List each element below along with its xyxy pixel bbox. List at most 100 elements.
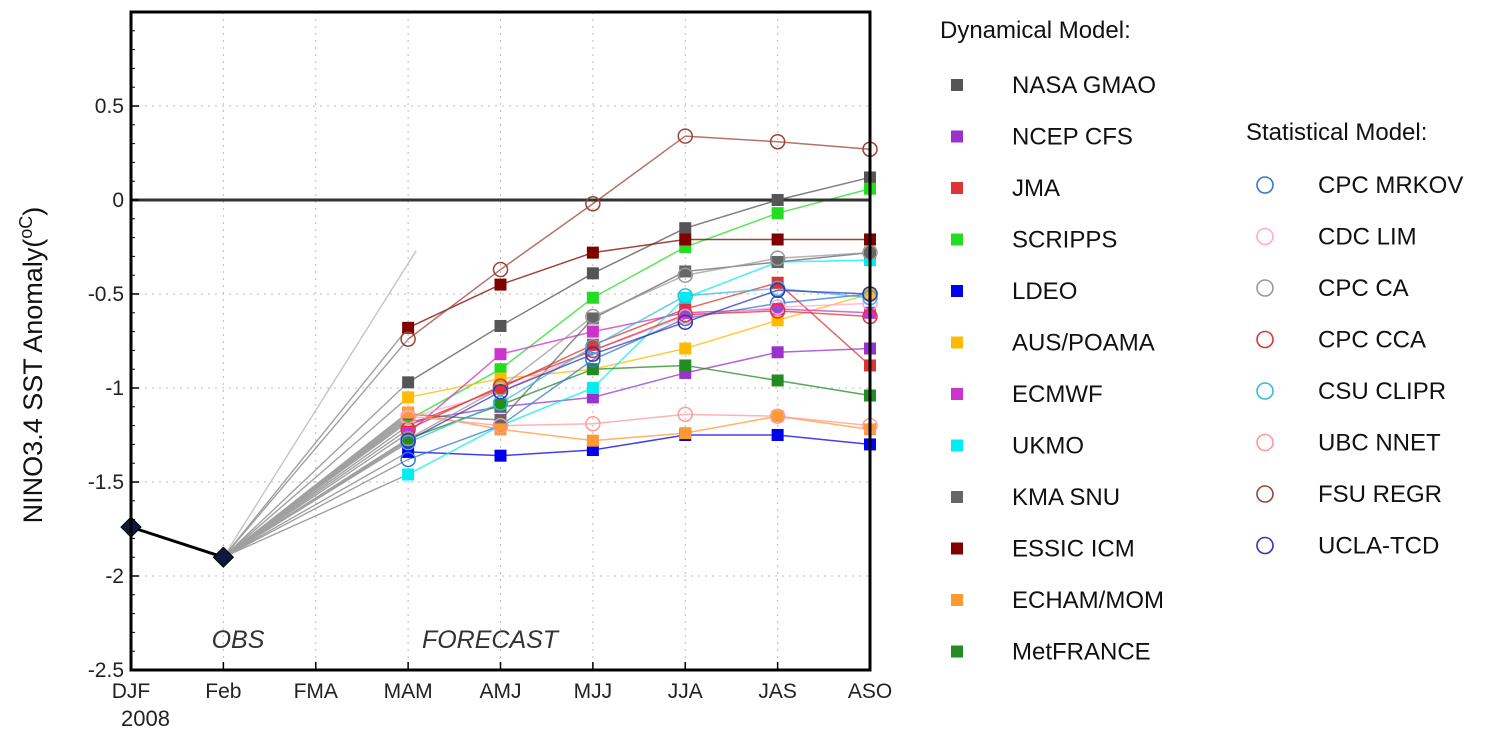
data-point-circle	[677, 306, 693, 323]
projection-line	[223, 440, 409, 558]
x-tick-label: Feb	[205, 680, 241, 703]
projection-line	[222, 396, 409, 558]
projection-line	[222, 428, 409, 558]
data-point-circle	[769, 250, 786, 267]
legend-label: CSU CLIPR	[1318, 378, 1446, 405]
grid	[131, 12, 870, 670]
data-point-circle	[492, 384, 509, 400]
legend-marker-square	[951, 439, 963, 452]
series-line	[407, 187, 871, 421]
data-point-square	[679, 342, 692, 355]
projection-line	[223, 473, 409, 558]
series-line	[407, 251, 871, 440]
x-tick-label: MJJ	[574, 680, 613, 703]
series-line	[408, 251, 871, 421]
series-line	[408, 413, 871, 427]
data-point-square	[679, 233, 692, 246]
data-point-circle	[400, 451, 416, 468]
legend-marker-square	[951, 388, 963, 400]
legend-label: CPC CCA	[1318, 327, 1426, 354]
obs-annotation: OBS	[212, 626, 265, 654]
projection-line	[222, 415, 409, 558]
axis-ticks: DJF Feb FMA MAM AMJ MJJ JJA JAS ASO 0.5 0 -0.5 -1 -1.…	[88, 11, 892, 703]
legend-marker-square	[951, 542, 963, 555]
data-point-square	[402, 391, 415, 404]
legend-marker-circle	[1256, 227, 1274, 246]
legend-marker-square	[951, 79, 963, 91]
legend-label: ECHAM/MOM	[1012, 587, 1164, 614]
data-point-square	[402, 376, 415, 389]
data-point-square	[494, 449, 507, 462]
series-line	[407, 293, 871, 461]
observed-line	[130, 525, 224, 559]
observed-series	[120, 516, 235, 568]
data-point-circle	[677, 128, 693, 144]
data-point-square	[771, 429, 784, 441]
data-point-square	[494, 423, 507, 436]
legend-marker-circle	[1256, 382, 1274, 400]
y-tick-label: -2	[105, 565, 124, 588]
data-point-circle	[769, 303, 786, 319]
legend-title-dynamical: Dynamical Model:	[940, 17, 1131, 44]
data-point-square	[771, 194, 784, 206]
legend-marker-square	[951, 594, 963, 606]
data-point-square	[586, 291, 599, 304]
y-tick-label: -1	[105, 377, 124, 400]
data-point-circle	[492, 378, 509, 394]
data-point-square	[586, 434, 599, 447]
legend-marker-square	[951, 645, 963, 658]
data-point-square	[771, 303, 784, 316]
x-tick-label: AMJ	[480, 680, 522, 703]
legend-label: LDEO	[1012, 278, 1077, 305]
series-line	[407, 238, 870, 329]
x-tick-label: FMA	[294, 680, 338, 703]
data-point-circle	[769, 282, 786, 298]
legend-marker-circle	[1256, 485, 1274, 503]
y-tick-label: -2.5	[88, 659, 124, 682]
series-line	[407, 310, 871, 431]
series-lines	[407, 135, 871, 476]
projection-line	[222, 250, 417, 558]
legend-label: KMA SNU	[1012, 484, 1120, 511]
series-line	[407, 287, 871, 444]
legend: NASA GMAO NCEP CFS JMA SCRIPPS LDEO AUS/POAMA…	[951, 72, 1463, 666]
legend-label: NASA GMAO	[1012, 72, 1156, 99]
legend-marker-square	[951, 233, 963, 246]
series-line	[407, 308, 871, 434]
y-tick-label: -0.5	[88, 283, 124, 306]
data-point-square	[771, 207, 784, 220]
data-point-circle	[677, 314, 693, 330]
y-tick-label: 0.5	[95, 95, 124, 118]
series-line	[408, 434, 871, 457]
data-point-square	[679, 222, 692, 235]
projection-line	[222, 327, 409, 558]
x-tick-label: ASO	[848, 680, 892, 703]
legend-marker-square	[951, 491, 963, 503]
data-point-square	[494, 348, 507, 361]
data-point-circle	[400, 331, 416, 347]
data-point-circle	[585, 346, 601, 362]
legend-label: SCRIPPS	[1012, 227, 1117, 254]
data-point-circle	[492, 395, 509, 411]
data-point-circle	[769, 299, 786, 315]
data-point-square	[771, 374, 784, 387]
series-markers	[400, 128, 878, 481]
series-line	[407, 293, 871, 399]
data-point-circle	[400, 408, 416, 424]
legend-label: CPC CA	[1318, 275, 1409, 302]
projection-lines	[222, 250, 417, 558]
projection-line	[222, 338, 409, 558]
forecast-annotation: FORECAST	[422, 626, 560, 654]
data-point-circle	[492, 417, 509, 434]
data-point-circle	[769, 133, 786, 150]
series-line	[407, 176, 871, 384]
series-line	[407, 259, 871, 476]
data-point-circle	[677, 267, 693, 283]
series-line	[407, 135, 871, 340]
series-line	[407, 281, 871, 427]
legend-label: UCLA-TCD	[1318, 533, 1439, 560]
legend-marker-square	[951, 182, 963, 194]
legend-label: NCEP CFS	[1012, 124, 1133, 151]
legend-label: ECMWF	[1012, 381, 1103, 408]
data-point-square	[494, 278, 507, 291]
